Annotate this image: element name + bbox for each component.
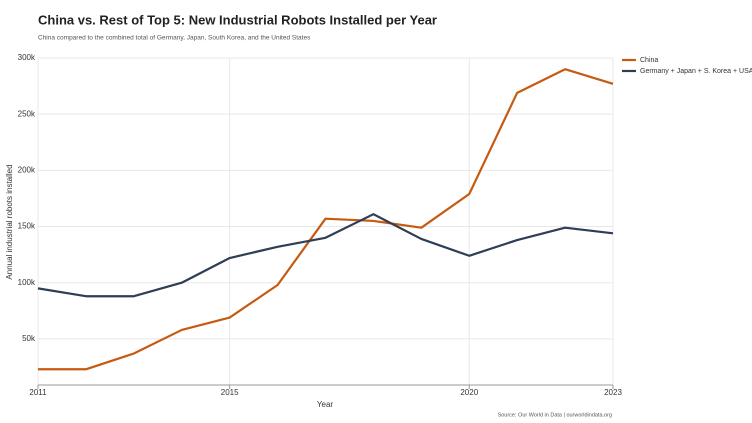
legend-label: Germany + Japan + S. Korea + USA <box>640 68 752 75</box>
x-tick-label: 2011 <box>29 388 47 397</box>
series-line <box>37 213 614 298</box>
legend-label: China <box>640 57 658 64</box>
y-tick-label: 50k <box>22 334 36 343</box>
series-line <box>38 68 614 371</box>
y-tick-label: 200k <box>18 165 36 174</box>
y-tick-label: 300k <box>18 53 36 62</box>
source: Source: Our World in Data | ourworldinda… <box>498 412 612 418</box>
chart-title: China vs. Rest of Top 5: New Industrial … <box>38 12 437 27</box>
x-tick-label: 2020 <box>460 388 478 397</box>
y-tick-label: 150k <box>18 222 36 231</box>
x-axis-label: Year <box>317 400 334 409</box>
chart-subtitle: China compared to the combined total of … <box>38 35 311 42</box>
x-tick-label: 2015 <box>221 388 239 397</box>
x-tick-label: 2023 <box>604 388 622 397</box>
y-tick-label: 100k <box>18 278 36 287</box>
y-tick-label: 250k <box>18 109 36 118</box>
y-axis-label: Annual industrial robots installed <box>5 164 14 279</box>
